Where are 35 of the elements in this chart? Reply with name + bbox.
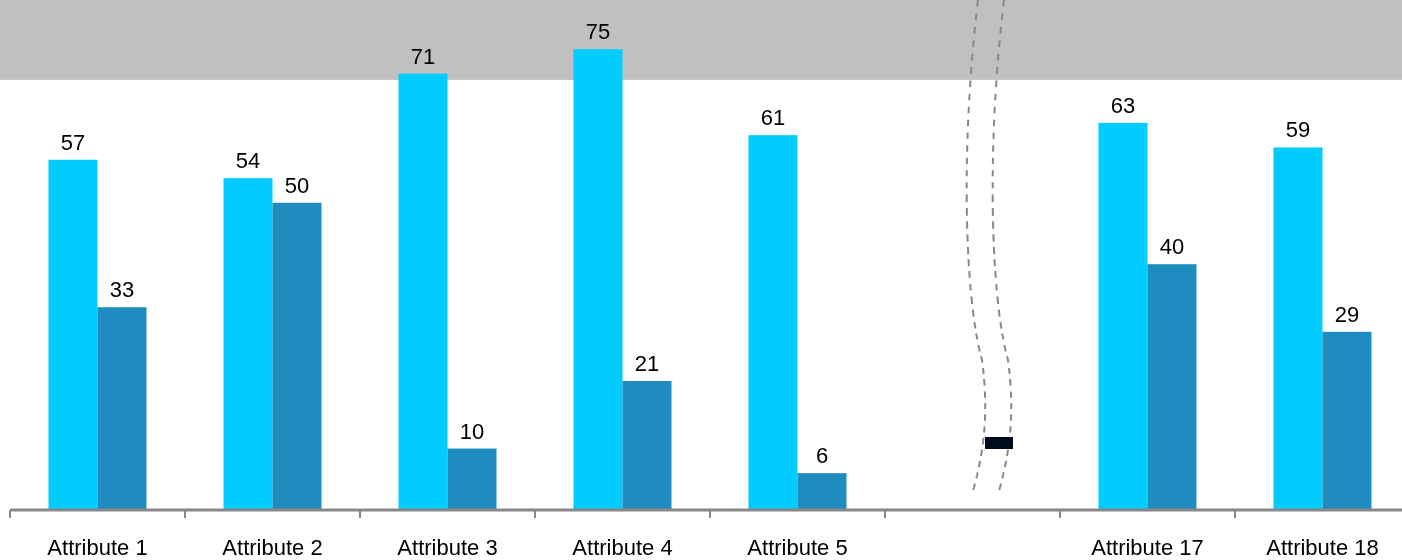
bar [1273, 147, 1323, 510]
data-label: 61 [760, 105, 786, 131]
data-label: 21 [634, 350, 660, 376]
bar [1322, 331, 1372, 510]
data-label: 75 [585, 19, 611, 45]
data-label: 40 [1159, 234, 1185, 260]
data-label: 54 [235, 148, 261, 174]
x-tick-label: Attribute 1 [47, 535, 148, 560]
data-label: 59 [1285, 117, 1311, 143]
x-tick-label: Attribute 4 [572, 535, 673, 560]
bar [797, 473, 847, 510]
bar [622, 380, 672, 510]
x-tick-label: Attribute 18 [1266, 535, 1379, 560]
bar [398, 73, 448, 510]
data-label: 33 [109, 277, 135, 303]
data-label: 29 [1334, 301, 1360, 327]
bar [223, 178, 273, 510]
data-label: 10 [459, 418, 485, 444]
data-label: 50 [284, 172, 310, 198]
x-tick-label: Attribute 17 [1091, 535, 1204, 560]
bar [272, 202, 322, 510]
data-label: 57 [60, 129, 86, 155]
x-tick-label: Attribute 5 [747, 535, 848, 560]
x-tick-label: Attribute 3 [397, 535, 498, 560]
bar [48, 159, 98, 510]
bar [1098, 122, 1148, 510]
bar [748, 135, 798, 510]
bar [1147, 264, 1197, 510]
data-label: 63 [1110, 92, 1136, 118]
data-label: 71 [410, 43, 436, 69]
data-label: 6 [815, 443, 829, 469]
bar [97, 307, 147, 510]
bar [447, 448, 497, 510]
x-tick-label: Attribute 2 [222, 535, 323, 560]
bar [573, 49, 623, 510]
